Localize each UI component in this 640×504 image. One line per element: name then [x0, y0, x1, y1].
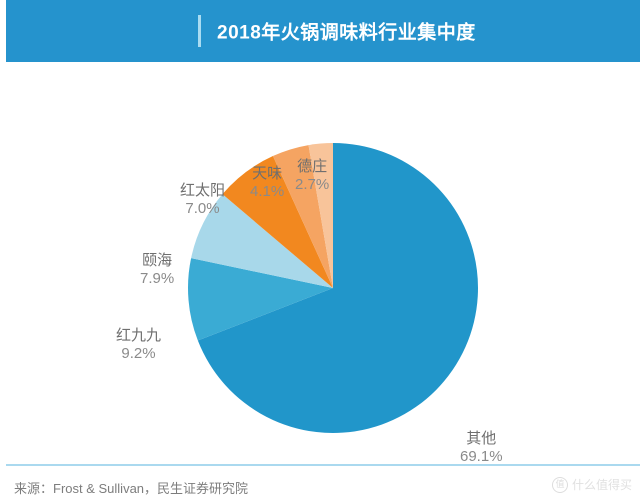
- pie-slice-2: [191, 194, 333, 288]
- pie-label-hongjiujiu-value: 9.2%: [121, 345, 156, 363]
- pie-label-hongjiujiu: 红九九 9.2%: [116, 327, 161, 364]
- pie-label-yihai-name: 颐海: [142, 252, 173, 269]
- watermark-label: 什么值得买: [571, 478, 632, 492]
- pie-label-hongtaiyang-name: 红太阳: [180, 182, 226, 199]
- smzdm-logo-icon: 值: [551, 476, 568, 493]
- pie-label-hongtaiyang: 红太阳 7.0%: [180, 182, 225, 219]
- pie-label-yihai-value: 7.9%: [140, 270, 175, 288]
- pie-label-qita-name: 其他: [466, 430, 497, 447]
- footer: 来源：Frost & Sullivan，民生证券研究院 值 什么值得买: [0, 462, 640, 504]
- pie-label-dezhuang-name: 德庄: [297, 158, 328, 175]
- pie-slice-0: [197, 143, 478, 433]
- source-note: 来源：Frost & Sullivan，民生证券研究院: [14, 481, 249, 496]
- pie-label-yihai: 颐海 7.9%: [140, 252, 174, 289]
- pie-label-dezhuang-value: 2.7%: [295, 176, 330, 194]
- pie-slice-5: [308, 143, 333, 288]
- pie-chart-svg: [188, 143, 478, 433]
- pie-slice-group: [188, 143, 478, 433]
- pie-label-qita: 其他 69.1%: [460, 430, 503, 467]
- pie-label-hongtaiyang-value: 7.0%: [185, 200, 220, 218]
- pie-label-hongjiujiu-name: 红九九: [116, 327, 162, 344]
- pie-label-tianwei: 天味 4.1%: [250, 165, 284, 202]
- header-bar: 2018年火锅调味料行业集中度: [6, 0, 640, 62]
- watermark: 值 什么值得买: [551, 476, 632, 493]
- pie-chart-area: 德庄 2.7% 天味 4.1% 红太阳 7.0% 颐海 7.9% 红九九 9.2…: [0, 62, 640, 465]
- pie-slice-3: [222, 156, 333, 288]
- pie-label-tianwei-name: 天味: [252, 165, 283, 182]
- pie-slice-1: [188, 258, 333, 341]
- page-title: 2018年火锅调味料行业集中度: [217, 22, 476, 44]
- header-accent-rule: [198, 15, 201, 47]
- pie-label-qita-value: 69.1%: [460, 448, 503, 466]
- pie-slice-4: [272, 145, 333, 288]
- pie-label-dezhuang: 德庄 2.7%: [295, 158, 329, 195]
- pie-label-tianwei-value: 4.1%: [250, 183, 285, 201]
- footer-divider: [6, 464, 640, 466]
